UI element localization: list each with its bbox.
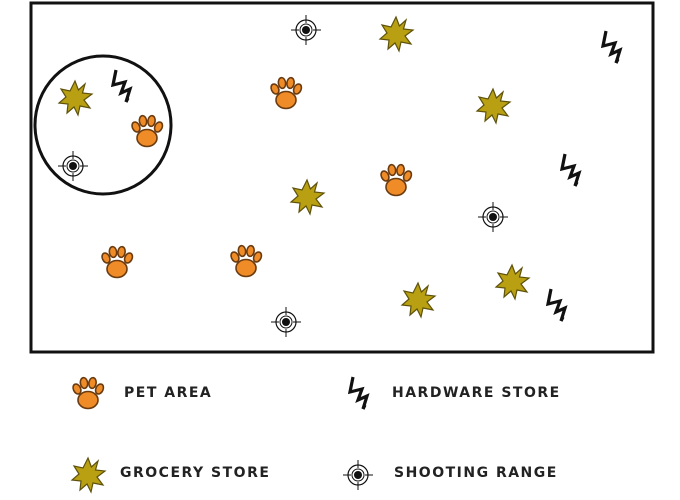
legend-grocery: GROCERY STORE	[66, 455, 306, 495]
shooting-marker-1 crosshair-target-icon	[57, 150, 89, 182]
legend-pet: PET AREA	[66, 375, 266, 415]
hardware-marker-3 lightning-bolt-icon	[560, 152, 581, 188]
legend-shooting: SHOOTING RANGE	[336, 455, 576, 495]
map-markers	[57, 14, 622, 338]
pet-marker-4 paw-icon	[99, 245, 135, 279]
legend-grocery-label: GROCERY STORE	[120, 465, 271, 481]
starburst-icon	[71, 457, 106, 493]
highlight-circle	[33, 54, 173, 196]
grocery-marker-2 starburst-icon	[379, 16, 414, 52]
map-area: .paw-fill{fill:#f08c28;stroke:#6a3b10;st…	[29, 1, 655, 354]
shooting-marker-3 crosshair-target-icon	[477, 201, 509, 233]
legend-shooting-label: SHOOTING RANGE	[394, 465, 558, 481]
pet-marker-3 paw-icon	[378, 163, 414, 197]
pet-marker-1 paw-icon	[129, 114, 165, 148]
hardware-marker-2 lightning-bolt-icon	[601, 29, 622, 65]
crosshair-target-icon	[342, 459, 374, 491]
map-border	[29, 1, 655, 354]
pet-marker-2 paw-icon	[268, 76, 304, 110]
shooting-marker-2 crosshair-target-icon	[290, 14, 322, 46]
hardware-marker-4 lightning-bolt-icon	[546, 287, 567, 323]
shooting-marker-4 crosshair-target-icon	[270, 306, 302, 338]
paw-icon	[70, 376, 106, 410]
grocery-marker-5 starburst-icon	[401, 282, 436, 318]
lightning-bolt-icon	[348, 375, 369, 411]
grocery-marker-3 starburst-icon	[476, 88, 511, 124]
hardware-marker-1 lightning-bolt-icon	[111, 68, 132, 104]
pet-marker-5 paw-icon	[228, 244, 264, 278]
grocery-marker-1 starburst-icon	[58, 80, 93, 116]
legend-hardware: HARDWARE STORE	[336, 373, 576, 413]
legend-pet-label: PET AREA	[124, 385, 213, 401]
map-canvas: .paw-fill{fill:#f08c28;stroke:#6a3b10;st…	[29, 1, 655, 354]
legend-hardware-label: HARDWARE STORE	[392, 385, 561, 401]
grocery-marker-6 starburst-icon	[495, 264, 530, 300]
grocery-marker-4 starburst-icon	[290, 179, 325, 215]
